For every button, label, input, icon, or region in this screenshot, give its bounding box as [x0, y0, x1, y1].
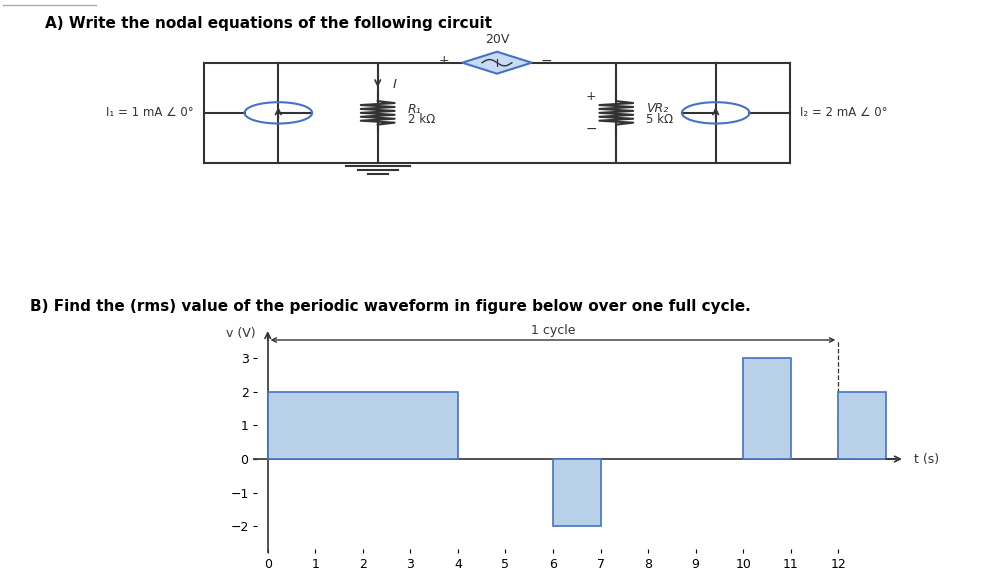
Text: +: +: [586, 90, 596, 103]
Text: VR₂: VR₂: [646, 101, 668, 115]
Bar: [744, 359, 790, 459]
Text: I₁ = 1 mA ∠ 0°: I₁ = 1 mA ∠ 0°: [106, 107, 194, 119]
Text: 2 kΩ: 2 kΩ: [408, 113, 434, 127]
Text: A) Write the nodal equations of the following circuit: A) Write the nodal equations of the foll…: [45, 15, 492, 31]
Bar: [267, 392, 458, 459]
Text: 1 cycle: 1 cycle: [531, 324, 576, 337]
Text: v (V): v (V): [227, 327, 255, 340]
Text: B) Find the (rms) value of the periodic waveform in figure below over one full c: B) Find the (rms) value of the periodic …: [30, 299, 750, 314]
Text: 20V: 20V: [485, 33, 509, 46]
Text: t (s): t (s): [914, 453, 939, 466]
Text: I₂ = 2 mA ∠ 0°: I₂ = 2 mA ∠ 0°: [800, 107, 888, 119]
Text: −: −: [541, 54, 553, 68]
Text: +: +: [439, 54, 449, 67]
Polygon shape: [462, 52, 532, 74]
Text: 5 kΩ: 5 kΩ: [646, 113, 673, 127]
Bar: [838, 392, 886, 459]
Text: R₁: R₁: [408, 103, 421, 116]
Text: I: I: [393, 78, 397, 91]
Bar: [553, 459, 600, 526]
Text: −: −: [585, 122, 597, 136]
